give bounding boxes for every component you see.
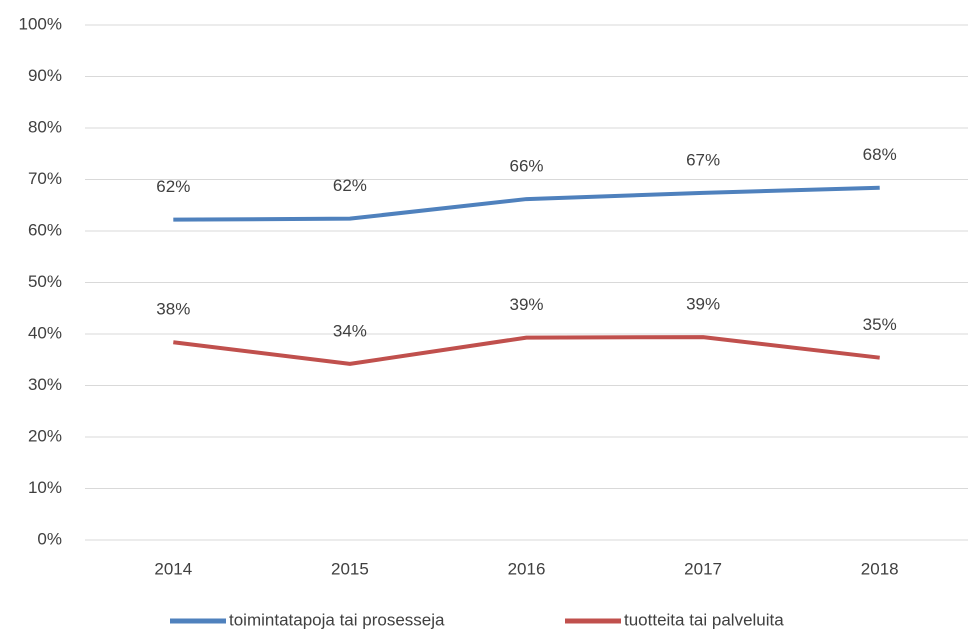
y-tick-label: 50% bbox=[28, 272, 62, 291]
data-label: 39% bbox=[509, 295, 543, 314]
data-label: 66% bbox=[509, 157, 543, 176]
data-label: 35% bbox=[863, 315, 897, 334]
y-tick-label: 80% bbox=[28, 117, 62, 136]
y-tick-label: 30% bbox=[28, 375, 62, 394]
x-tick-label: 2018 bbox=[861, 559, 899, 578]
legend-label: toimintatapoja tai prosesseja bbox=[229, 610, 445, 629]
x-tick-label: 2015 bbox=[331, 559, 369, 578]
data-label: 62% bbox=[156, 177, 190, 196]
series-line bbox=[173, 185, 880, 222]
data-label: 34% bbox=[333, 321, 367, 340]
y-tick-label: 90% bbox=[28, 66, 62, 85]
data-label: 62% bbox=[333, 176, 367, 195]
legend-label: tuotteita tai palveluita bbox=[624, 610, 784, 629]
data-label: 39% bbox=[686, 295, 720, 314]
x-tick-label: 2016 bbox=[508, 559, 546, 578]
data-label: 67% bbox=[686, 150, 720, 169]
y-tick-label: 60% bbox=[28, 220, 62, 239]
y-tick-label: 100% bbox=[19, 14, 62, 33]
y-tick-label: 10% bbox=[28, 478, 62, 497]
data-label: 68% bbox=[863, 145, 897, 164]
y-tick-label: 20% bbox=[28, 426, 62, 445]
x-tick-label: 2014 bbox=[154, 559, 192, 578]
data-label: 38% bbox=[156, 300, 190, 319]
series-line bbox=[173, 335, 880, 366]
y-tick-label: 40% bbox=[28, 323, 62, 342]
y-tick-label: 70% bbox=[28, 169, 62, 188]
x-tick-label: 2017 bbox=[684, 559, 722, 578]
y-tick-label: 0% bbox=[37, 529, 62, 548]
